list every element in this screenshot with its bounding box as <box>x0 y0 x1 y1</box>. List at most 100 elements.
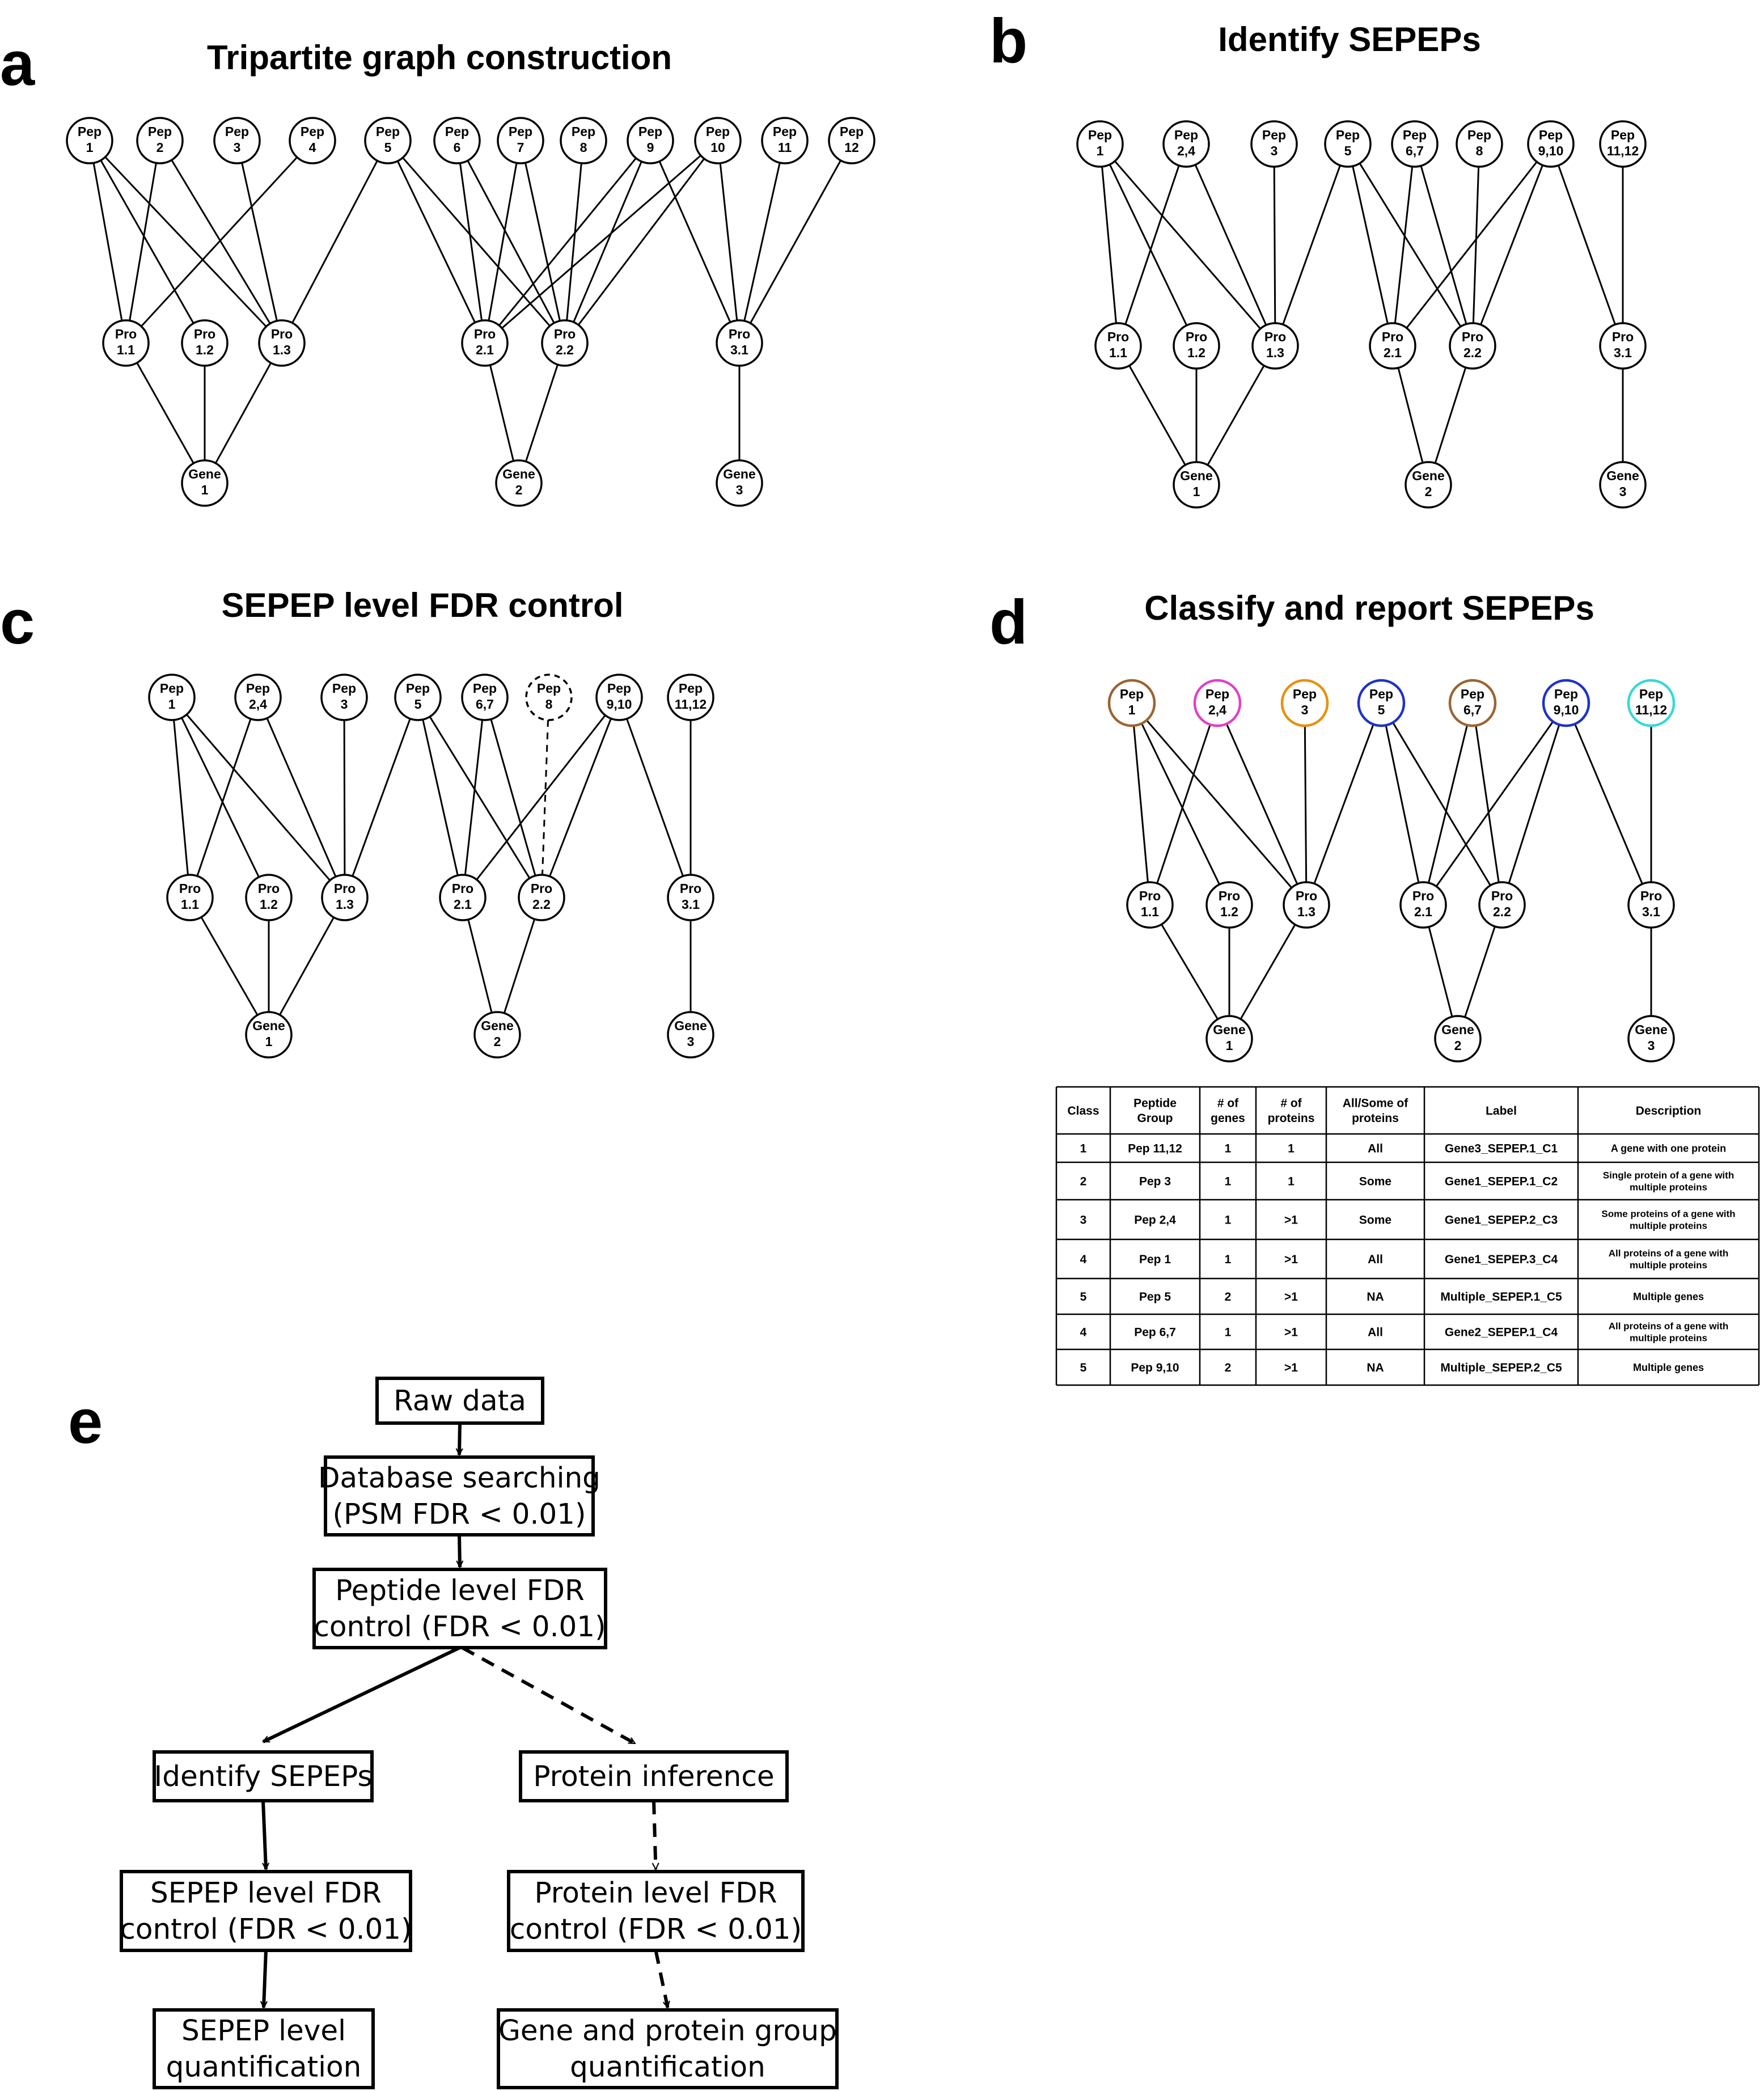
node-g2: Gene2 <box>473 1011 521 1059</box>
node-circle <box>595 674 643 721</box>
node-circle <box>1205 881 1253 929</box>
edge-p5-r21 <box>422 719 459 876</box>
panel-letter-b: b <box>989 6 1027 76</box>
table-cell: Some proteins of a gene with <box>1601 1208 1735 1219</box>
node-label: Pro <box>1296 888 1317 903</box>
node-label: 2.2 <box>1463 345 1482 360</box>
node-label: 1.2 <box>196 342 214 357</box>
node-label: Pro <box>258 881 280 896</box>
table-header-cell: proteins <box>1352 1112 1399 1125</box>
edge-p24-r13 <box>1194 164 1267 326</box>
node-label: Pep <box>1461 687 1484 701</box>
node-label: Pro <box>1219 888 1240 903</box>
flow-box-db: Database searching(PSM FDR < 0.01) <box>318 1455 600 1536</box>
table-cell: >1 <box>1284 1326 1298 1339</box>
flow-arrow-protinf-protfdr <box>654 1800 656 1869</box>
edge-p67-r21 <box>464 719 484 875</box>
node-label: 2,4 <box>1177 143 1195 158</box>
table-cell: multiple proteins <box>1630 1182 1707 1193</box>
node-label: 8 <box>545 697 553 712</box>
node-circle <box>321 874 369 921</box>
node-label: 5 <box>414 697 422 712</box>
edge-p2-r13 <box>171 159 271 324</box>
node-label: 1.3 <box>1297 904 1315 919</box>
node-label: Pro <box>194 327 215 341</box>
node-circle <box>525 674 573 721</box>
node-circle <box>1251 322 1299 370</box>
node-circle <box>181 459 229 507</box>
node-label: Pep <box>1403 128 1427 142</box>
node-label: Gene <box>1213 1022 1246 1037</box>
node-circle <box>66 117 113 164</box>
node-label: 6,7 <box>476 697 494 712</box>
node-g2: Gene2 <box>495 459 543 507</box>
table-cell: Gene2_SEPEP.1_C4 <box>1445 1326 1558 1339</box>
node-circle <box>1627 881 1675 929</box>
flow-arrow-pep-idsepep <box>263 1646 461 1743</box>
node-label: Pep <box>246 681 270 696</box>
node-g1: Gene1 <box>181 459 229 507</box>
flow-arrow-idsepep-sepepfdr <box>261 1800 266 1869</box>
node-label: 3.1 <box>730 342 748 357</box>
edge-p1-r11 <box>1101 166 1117 324</box>
table-cell: 2 <box>1225 1290 1232 1303</box>
node-label: Gene <box>723 467 756 481</box>
node-circle <box>1193 679 1242 727</box>
node-g3: Gene3 <box>716 459 763 507</box>
node-label: 2 <box>156 140 164 155</box>
table-cell: 5 <box>1080 1361 1087 1374</box>
node-label: Pep <box>78 124 101 139</box>
node-label: 3 <box>341 697 348 712</box>
table-cell: Multiple genes <box>1633 1291 1704 1302</box>
node-label: 1.1 <box>1109 345 1127 360</box>
edge-p910-r21 <box>476 714 606 881</box>
node-label: 11 <box>778 140 792 155</box>
panel-title-b: Identify SEPEPs <box>1218 20 1480 58</box>
node-label: Pep <box>1554 687 1578 701</box>
node-label: Pro <box>1412 888 1434 903</box>
node-circle <box>1283 881 1330 929</box>
table-cell: >1 <box>1284 1253 1298 1266</box>
node-label: Pro <box>115 327 137 341</box>
table-header-cell: Group <box>1137 1112 1173 1125</box>
node-circle <box>518 874 565 921</box>
flow-arrow-sepepfdr-sepepq <box>264 1950 268 2008</box>
flow-box-label: Identify SEPEPs <box>154 1760 372 1793</box>
node-circle <box>258 319 306 367</box>
node-label: Gene <box>1441 1022 1474 1037</box>
edge-p1-r13 <box>104 156 267 328</box>
node-circle <box>1107 679 1156 727</box>
edge-r11-g1 <box>1161 924 1219 1020</box>
node-circle <box>541 319 589 367</box>
table-cell: 3 <box>1080 1213 1087 1226</box>
node-label: Gene <box>674 1018 707 1033</box>
node-label: Pep <box>376 124 400 139</box>
table-cell: Pep 6,7 <box>1134 1326 1176 1339</box>
edge-p910-r21 <box>1406 161 1538 329</box>
node-label: Pep <box>301 124 324 139</box>
flow-box-label: Gene and protein group <box>498 2014 837 2047</box>
edge-p1-r13 <box>1114 160 1261 329</box>
node-label: Gene <box>1635 1022 1668 1037</box>
node-label: 2 <box>1454 1038 1462 1053</box>
edge-p1-r12 <box>1141 723 1220 885</box>
table-cell: A gene with one protein <box>1611 1142 1726 1154</box>
node-label: Pep <box>1088 128 1112 142</box>
edge-p910-r31 <box>1558 165 1616 325</box>
node-label: Pro <box>1640 888 1662 903</box>
node-circle <box>495 459 543 507</box>
table-cell: NA <box>1367 1361 1384 1374</box>
flow-box-protinf: Protein inference <box>519 1750 789 1802</box>
node-label: 1.2 <box>1220 904 1238 919</box>
